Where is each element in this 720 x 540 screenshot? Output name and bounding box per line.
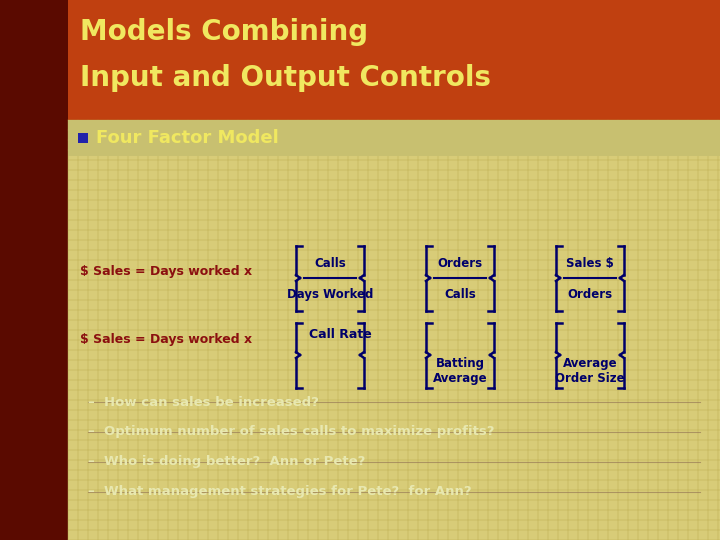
Text: Input and Output Controls: Input and Output Controls — [80, 64, 491, 92]
Text: Orders: Orders — [438, 257, 482, 270]
Text: –  Optimum number of sales calls to maximize profits?: – Optimum number of sales calls to maxim… — [88, 426, 495, 438]
Text: Four Factor Model: Four Factor Model — [96, 129, 279, 147]
Bar — [68, 120, 720, 156]
Text: Call Rate: Call Rate — [309, 328, 372, 341]
Text: –  What management strategies for Pete?  for Ann?: – What management strategies for Pete? f… — [88, 485, 472, 498]
Text: Orders: Orders — [567, 288, 613, 301]
Text: Sales $: Sales $ — [566, 257, 614, 270]
Text: –  How can sales be increased?: – How can sales be increased? — [88, 395, 319, 408]
Text: Batting
Average: Batting Average — [433, 357, 487, 385]
Text: Days Worked: Days Worked — [287, 288, 373, 301]
Bar — [68, 120, 720, 540]
Text: $ Sales = Days worked x: $ Sales = Days worked x — [80, 266, 252, 279]
Text: Calls: Calls — [314, 257, 346, 270]
Text: $ Sales = Days worked x: $ Sales = Days worked x — [80, 334, 252, 347]
Bar — [78, 133, 88, 143]
Text: Average
Order Size: Average Order Size — [555, 357, 625, 385]
Bar — [68, 0, 720, 120]
Bar — [0, 0, 68, 540]
Text: Calls: Calls — [444, 288, 476, 301]
Text: –  Who is doing better?  Ann or Pete?: – Who is doing better? Ann or Pete? — [88, 456, 365, 469]
Text: Models Combining: Models Combining — [80, 18, 368, 46]
